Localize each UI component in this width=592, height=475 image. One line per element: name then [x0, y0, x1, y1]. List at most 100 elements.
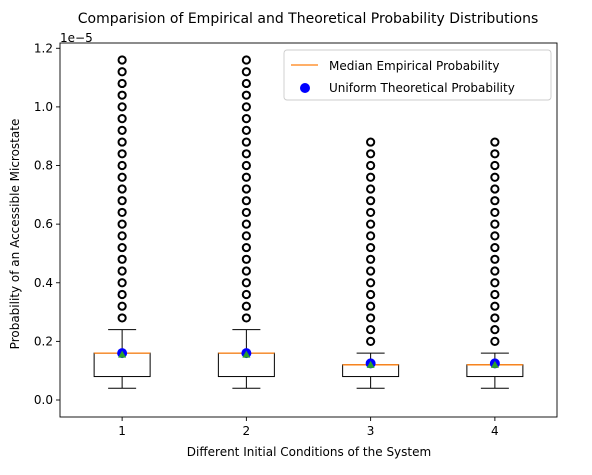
- outlier-point: [241, 125, 251, 135]
- outlier-point: [241, 149, 251, 159]
- outlier-point: [366, 160, 376, 171]
- outlier-point: [366, 289, 376, 300]
- outlier-point: [117, 254, 127, 264]
- outlier-point: [241, 114, 251, 124]
- box-group-4: [466, 137, 524, 389]
- outlier-point: [117, 289, 127, 300]
- outlier-point: [490, 336, 500, 346]
- outlier-point: [241, 207, 251, 218]
- outlier-point: [117, 55, 127, 65]
- outlier-point: [241, 231, 251, 241]
- x-ticks: 1 2 3 4: [118, 417, 499, 438]
- y-offset-label: 1e−5: [60, 31, 93, 45]
- plot-frame: [59, 42, 558, 418]
- outlier-point: [490, 231, 500, 241]
- outlier-point: [117, 78, 127, 89]
- outlier-point: [366, 254, 376, 264]
- outlier-point: [117, 301, 127, 311]
- outlier-point: [241, 301, 251, 311]
- outlier-point: [490, 172, 500, 182]
- outlier-point: [241, 137, 251, 147]
- outlier-point: [366, 266, 376, 276]
- outlier-point: [117, 278, 127, 288]
- outlier-point: [241, 55, 251, 65]
- outlier-point: [366, 301, 376, 311]
- outlier-point: [490, 242, 500, 253]
- outlier-point: [241, 313, 251, 323]
- outlier-point: [366, 336, 376, 346]
- outlier-point: [241, 289, 251, 300]
- outlier-point: [490, 196, 500, 206]
- y-tick-label: 1.2: [34, 41, 53, 55]
- outlier-point: [490, 160, 500, 171]
- outlier-point: [366, 313, 376, 323]
- outlier-point: [117, 172, 127, 182]
- x-axis-label: Different Initial Conditions of the Syst…: [187, 445, 431, 459]
- outlier-point: [241, 278, 251, 288]
- outlier-point: [241, 219, 251, 229]
- outlier-point: [490, 137, 500, 147]
- outlier-point: [117, 114, 127, 124]
- plot-marks: [93, 55, 524, 389]
- y-tick-label: 0.8: [34, 159, 53, 173]
- outlier-point: [117, 231, 127, 241]
- outlier-point: [117, 137, 127, 147]
- outlier-point: [241, 67, 251, 77]
- outlier-point: [366, 137, 376, 147]
- mean-marker: [118, 350, 127, 358]
- outlier-point: [241, 172, 251, 182]
- box-group-1: [93, 55, 151, 389]
- outlier-point: [241, 90, 251, 100]
- outlier-point: [490, 184, 500, 194]
- outlier-point: [490, 278, 500, 288]
- outlier-point: [117, 313, 127, 323]
- outlier-point: [366, 172, 376, 182]
- y-axis-label: Probability of an Accessible Microstate: [8, 119, 22, 350]
- mean-marker: [242, 350, 251, 358]
- box-group-3: [342, 137, 400, 389]
- outlier-point: [117, 207, 127, 218]
- outlier-point: [490, 219, 500, 229]
- x-tick-label: 4: [491, 424, 499, 438]
- outlier-point: [490, 301, 500, 311]
- y-tick-label: 1.0: [34, 100, 53, 114]
- outlier-point: [117, 184, 127, 194]
- outlier-point: [117, 102, 127, 112]
- outlier-point: [366, 278, 376, 288]
- outlier-point: [241, 242, 251, 253]
- outlier-point: [117, 266, 127, 276]
- outlier-point: [117, 67, 127, 77]
- outlier-point: [241, 254, 251, 264]
- outlier-point: [117, 149, 127, 159]
- y-tick-label: 0.2: [34, 334, 53, 348]
- y-tick-label: 0.4: [34, 276, 53, 290]
- outlier-point: [490, 313, 500, 323]
- outlier-point: [490, 266, 500, 276]
- mean-marker: [366, 360, 375, 368]
- outlier-point: [241, 78, 251, 89]
- outlier-point: [241, 160, 251, 171]
- y-tick-label: 0.0: [34, 393, 53, 407]
- mean-marker: [490, 360, 499, 368]
- outlier-point: [366, 196, 376, 206]
- y-ticks: 0.0 0.2 0.4 0.6 0.8 1.0 1.2: [34, 41, 60, 407]
- outlier-point: [117, 196, 127, 206]
- outlier-point: [366, 231, 376, 241]
- outlier-point: [241, 266, 251, 276]
- outlier-point: [117, 90, 127, 100]
- chart-title: Comparision of Empirical and Theoretical…: [78, 11, 539, 27]
- outlier-point: [366, 184, 376, 194]
- outlier-point: [117, 219, 127, 229]
- outlier-point: [490, 149, 500, 159]
- outlier-point: [241, 102, 251, 112]
- outlier-point: [366, 219, 376, 229]
- outlier-point: [490, 254, 500, 264]
- legend-theoretical-marker: [300, 83, 310, 93]
- legend-box: [283, 49, 552, 101]
- y-tick-label: 0.6: [34, 217, 53, 231]
- x-tick-label: 2: [243, 424, 251, 438]
- x-tick-label: 1: [118, 424, 126, 438]
- outlier-point: [241, 196, 251, 206]
- box-group-2: [217, 55, 275, 389]
